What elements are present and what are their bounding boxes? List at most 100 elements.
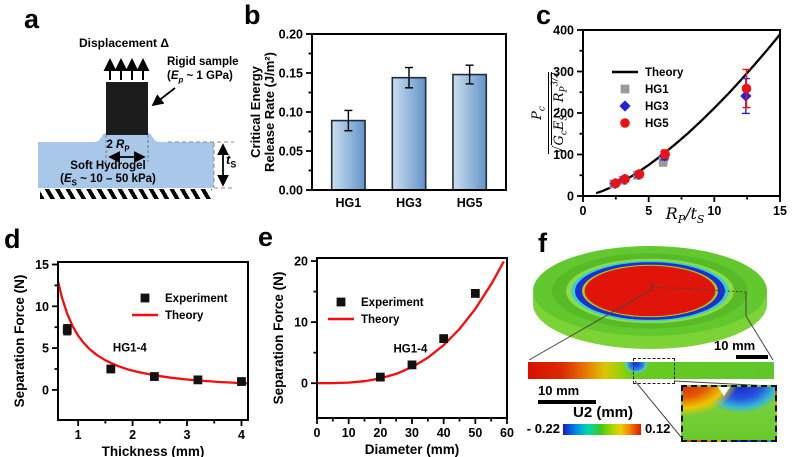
svg-text:15: 15 (773, 204, 787, 218)
chart-d-force-vs-thickness: 0 5 10 15 1 2 3 4 Thickness (mm) Separation Force… (12, 258, 249, 457)
chart-series (58, 280, 248, 386)
svg-text:100: 100 (553, 148, 574, 162)
svg-text:0.05: 0.05 (279, 145, 303, 159)
chart-e-force-vs-diameter: 0 10 20 0 10 20 30 40 50 60 Diameter (mm) Separatio… (271, 255, 514, 457)
ts-label: tS (226, 152, 237, 170)
fraction-denominator: √GcES · RP3/2 (550, 72, 570, 154)
svg-text:30: 30 (405, 426, 419, 440)
panel-a-schematic (38, 58, 234, 189)
bar-HG3 (391, 76, 427, 190)
fem-cross-section-strip (528, 362, 774, 379)
svg-text:Separation Force (N): Separation Force (N) (12, 275, 27, 408)
svg-text:Experiment: Experiment (165, 293, 228, 305)
svg-text:0.10: 0.10 (279, 106, 303, 120)
svg-text:0: 0 (301, 377, 308, 391)
panel-label-f: f (538, 228, 547, 258)
crack-notch (717, 387, 730, 396)
svg-text:HG1: HG1 (336, 196, 362, 210)
svg-text:50: 50 (468, 426, 482, 440)
svg-text:HG5: HG5 (457, 196, 483, 210)
chart-series (330, 64, 488, 190)
strip-scalebar (538, 400, 596, 404)
svg-text:15: 15 (35, 258, 49, 272)
strip-zoom-box (633, 358, 675, 384)
svg-text:Diameter (mm): Diameter (mm) (365, 442, 460, 457)
svg-text:HG1-4: HG1-4 (113, 342, 147, 354)
panel-label-c: c (536, 0, 552, 30)
fraction-numerator: Pc (530, 72, 550, 154)
disc-scalebar-label: 10 mm (714, 338, 756, 353)
svg-text:Experiment: Experiment (361, 297, 424, 309)
svg-text:Theory: Theory (165, 310, 204, 322)
rigid-sample-line1: Rigid sample (167, 56, 239, 68)
svg-text:0.20: 0.20 (279, 28, 303, 42)
theory-curve (58, 280, 248, 385)
colorbar-min-label: - 0.22 (526, 421, 560, 436)
svg-text:60: 60 (500, 426, 514, 440)
svg-text:Critical Energy: Critical Energy (248, 65, 263, 158)
svg-text:HG3: HG3 (396, 196, 422, 210)
svg-text:0: 0 (567, 190, 574, 204)
svg-text:300: 300 (553, 65, 574, 79)
displacement-arrows-icon (103, 58, 150, 80)
plot-frame (582, 29, 781, 197)
plot-frame (316, 257, 508, 419)
rigid-sample-pointer-icon (151, 87, 176, 107)
rigid-sample-rect (106, 82, 148, 135)
svg-text:400: 400 (553, 24, 574, 38)
svg-text:0: 0 (42, 383, 49, 397)
bar-HG1 (330, 119, 366, 190)
svg-text:40: 40 (437, 426, 451, 440)
svg-text:10: 10 (35, 300, 49, 314)
svg-text:10: 10 (707, 204, 721, 218)
chart-c-normalized-force: 0 100 200 300 400 0 5 10 15 Theory HG1 HG3 HG5 (553, 24, 787, 219)
svg-text:5: 5 (42, 342, 49, 356)
panel-label-a: a (24, 4, 40, 34)
svg-text:10: 10 (294, 316, 308, 330)
svg-text:HG1-4: HG1-4 (393, 344, 427, 356)
svg-text:0.00: 0.00 (279, 184, 303, 198)
svg-text:0.15: 0.15 (279, 67, 303, 81)
svg-text:0: 0 (314, 426, 321, 440)
svg-text:3: 3 (184, 428, 191, 442)
svg-text:4: 4 (238, 428, 245, 442)
chart-series (317, 260, 505, 385)
panel-label-b: b (244, 0, 261, 30)
plot-frame (57, 261, 249, 421)
hydrogel-line1: Soft Hydrogel (70, 160, 146, 172)
chart-c-ylabel-fraction: Pc √GcES · RP3/2 (530, 72, 570, 154)
svg-text:2: 2 (129, 428, 136, 442)
svg-text:200: 200 (553, 107, 574, 121)
panel-label-e: e (258, 222, 274, 252)
colorbar (563, 424, 641, 435)
chart-c-xlabel: RP/tS (665, 204, 705, 227)
svg-text:20: 20 (294, 255, 308, 269)
svg-text:20: 20 (373, 426, 387, 440)
svg-text:HG1: HG1 (645, 84, 669, 96)
colorbar-title: U2 (mm) (572, 404, 633, 421)
dashed-guides (168, 141, 234, 189)
fem-inset-zoom (681, 385, 777, 442)
rigid-sample-line2: (Ep ~ 1 GPa) (167, 69, 233, 85)
ground-hatch (40, 189, 212, 199)
svg-text:10: 10 (342, 426, 356, 440)
chart-series (595, 33, 780, 195)
svg-text:1: 1 (75, 428, 82, 442)
svg-text:Separation Force (N): Separation Force (N) (271, 272, 286, 405)
strip-scalebar-label: 10 mm (538, 383, 580, 398)
rp-label: 2 RP (106, 139, 130, 154)
hydrogel-label: Soft Hydrogel (ES ~ 10 – 50 kPa) (44, 160, 172, 188)
rigid-sample-label: Rigid sample (Ep ~ 1 GPa) (167, 56, 259, 84)
rp-guides (105, 135, 149, 162)
bar-HG5 (452, 73, 488, 190)
chart-b-critical-energy: HG1 HG3 HG5 0.00 0.05 0.10 0.15 0.20 Critical En… (248, 28, 507, 210)
svg-text:5: 5 (645, 204, 652, 218)
svg-text:HG3: HG3 (645, 101, 669, 113)
hydrogel-line2: (ES ~ 10 – 50 kPa) (60, 173, 156, 188)
svg-text:Theory: Theory (645, 67, 684, 79)
svg-text:HG5: HG5 (645, 118, 669, 130)
chart-c-ylabel-wrap: Pc √GcES · RP3/2 (528, 50, 572, 176)
colorbar-max-label: 0.12 (645, 421, 671, 436)
disc-scalebar (736, 355, 768, 359)
